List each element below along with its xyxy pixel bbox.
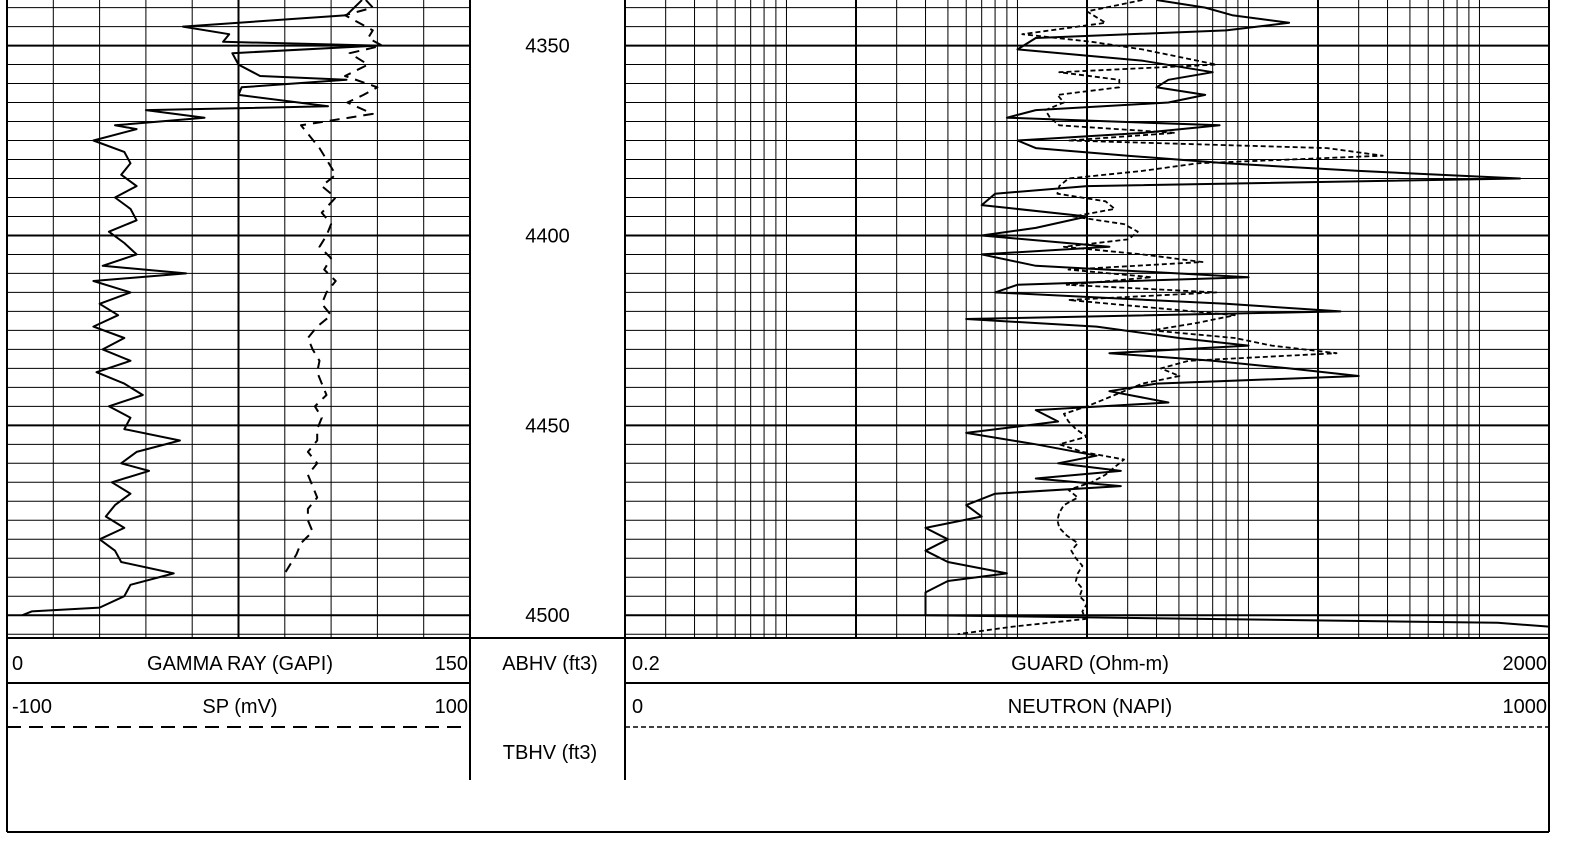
neutron-min-label: 0 xyxy=(632,696,643,718)
gamma-ray-curve xyxy=(22,0,379,617)
depth-tick-4400: 4400 xyxy=(525,225,570,247)
sp-max-label: 100 xyxy=(435,696,468,718)
guard-title: GUARD (Ohm-m) xyxy=(1011,653,1169,675)
sp-title: SP (mV) xyxy=(202,696,277,718)
neutron-max-label: 1000 xyxy=(1503,696,1548,718)
abhv-label: ABHV (ft3) xyxy=(502,653,598,675)
guard-max-label: 2000 xyxy=(1503,653,1548,675)
guard-min-label: 0.2 xyxy=(632,653,660,675)
sp-curve xyxy=(283,0,383,574)
sp-min-label: -100 xyxy=(12,696,52,718)
depth-tick-4350: 4350 xyxy=(525,36,570,58)
guard-curve xyxy=(924,0,1550,628)
track-2-grid xyxy=(625,0,1549,638)
depth-tick-4450: 4450 xyxy=(525,415,570,437)
gamma-ray-max-label: 150 xyxy=(435,653,468,675)
gamma-ray-min-label: 0 xyxy=(12,653,23,675)
depth-tick-4500: 4500 xyxy=(525,605,570,627)
log-frame xyxy=(6,0,1550,833)
tbhv-label: TBHV (ft3) xyxy=(503,742,597,764)
neutron-curve xyxy=(957,0,1384,636)
gamma-ray-title: GAMMA RAY (GAPI) xyxy=(147,653,333,675)
neutron-title: NEUTRON (NAPI) xyxy=(1008,696,1172,718)
log-curves xyxy=(22,0,1550,636)
track-1-grid xyxy=(7,0,470,638)
